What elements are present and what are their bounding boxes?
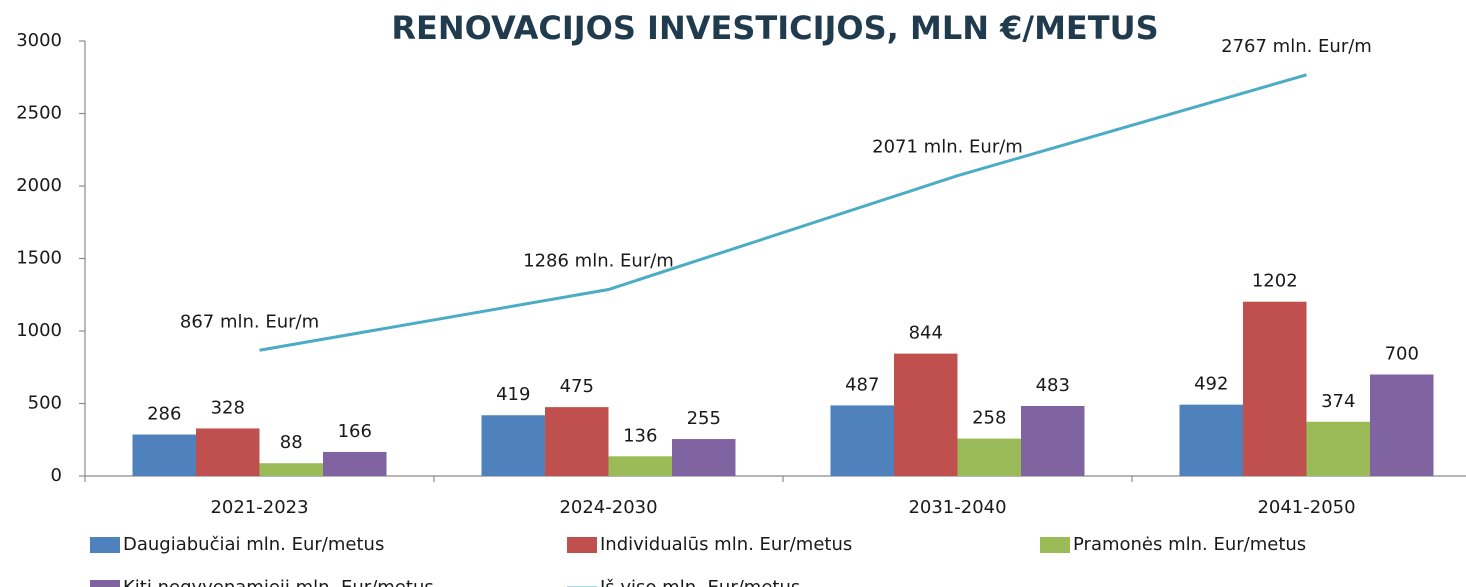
y-tick-label: 3000: [16, 30, 62, 51]
bar: [672, 439, 736, 476]
data-label: 286: [147, 404, 181, 425]
data-label: 1286 mln. Eur/m: [523, 251, 674, 272]
bar: [957, 438, 1021, 476]
bar: [894, 353, 958, 476]
bar: [608, 456, 672, 476]
bar: [830, 405, 894, 476]
y-tick-label: 1000: [16, 320, 62, 341]
data-label: 136: [623, 425, 657, 446]
bar: [545, 407, 609, 476]
bar: [1243, 301, 1307, 476]
bar: [323, 451, 387, 476]
legend-label: Daugiabučiai mln. Eur/metus: [123, 534, 384, 555]
legend-swatch: [90, 537, 120, 553]
bar: [1306, 421, 1370, 476]
x-tick-label: 2041-2050: [1257, 497, 1355, 518]
bar: [1370, 374, 1434, 476]
data-label: 166: [338, 421, 372, 442]
y-tick-label: 2000: [16, 175, 62, 196]
data-label: 844: [909, 323, 943, 344]
bar: [1021, 405, 1085, 476]
data-label: 700: [1385, 344, 1419, 365]
bar: [481, 415, 545, 476]
legend-label: Iš viso mln. Eur/metus: [600, 577, 800, 587]
x-tick-label: 2021-2023: [210, 497, 308, 518]
bar: [259, 463, 323, 476]
y-tick-label: 1500: [16, 248, 62, 269]
data-label: 419: [496, 384, 530, 405]
y-tick-label: 500: [28, 393, 62, 414]
data-label: 88: [280, 432, 303, 453]
data-label: 374: [1321, 391, 1355, 412]
bar: [1179, 404, 1243, 476]
data-label: 328: [211, 397, 245, 418]
data-label: 1202: [1252, 271, 1298, 292]
legend-swatch: [567, 537, 597, 553]
chart-title: RENOVACIJOS INVESTICIJOS, MLN €/METUS: [391, 9, 1158, 47]
line: [259, 73, 1307, 352]
data-label: 475: [560, 376, 594, 397]
legend-label: Pramonės mln. Eur/metus: [1073, 534, 1306, 555]
legend-swatch: [90, 580, 120, 587]
y-tick-label: 2500: [16, 103, 62, 124]
legend-label: Individualūs mln. Eur/metus: [600, 534, 852, 555]
y-tick-label: 0: [51, 465, 62, 486]
x-tick-label: 2031-2040: [908, 497, 1006, 518]
bar: [132, 434, 196, 476]
data-label: 255: [687, 408, 721, 429]
data-label: 483: [1036, 375, 1070, 396]
legend-label: Kiti negyvenamieji mln. Eur/metus: [123, 577, 434, 587]
bar: [196, 428, 260, 476]
legend-swatch: [1040, 537, 1070, 553]
data-label: 492: [1194, 374, 1228, 395]
data-label: 867 mln. Eur/m: [180, 311, 319, 332]
data-label: 2071 mln. Eur/m: [872, 137, 1023, 158]
data-label: 258: [972, 408, 1006, 429]
data-label: 2767 mln. Eur/m: [1221, 36, 1372, 57]
x-tick-label: 2024-2030: [559, 497, 657, 518]
data-label: 487: [845, 374, 879, 395]
